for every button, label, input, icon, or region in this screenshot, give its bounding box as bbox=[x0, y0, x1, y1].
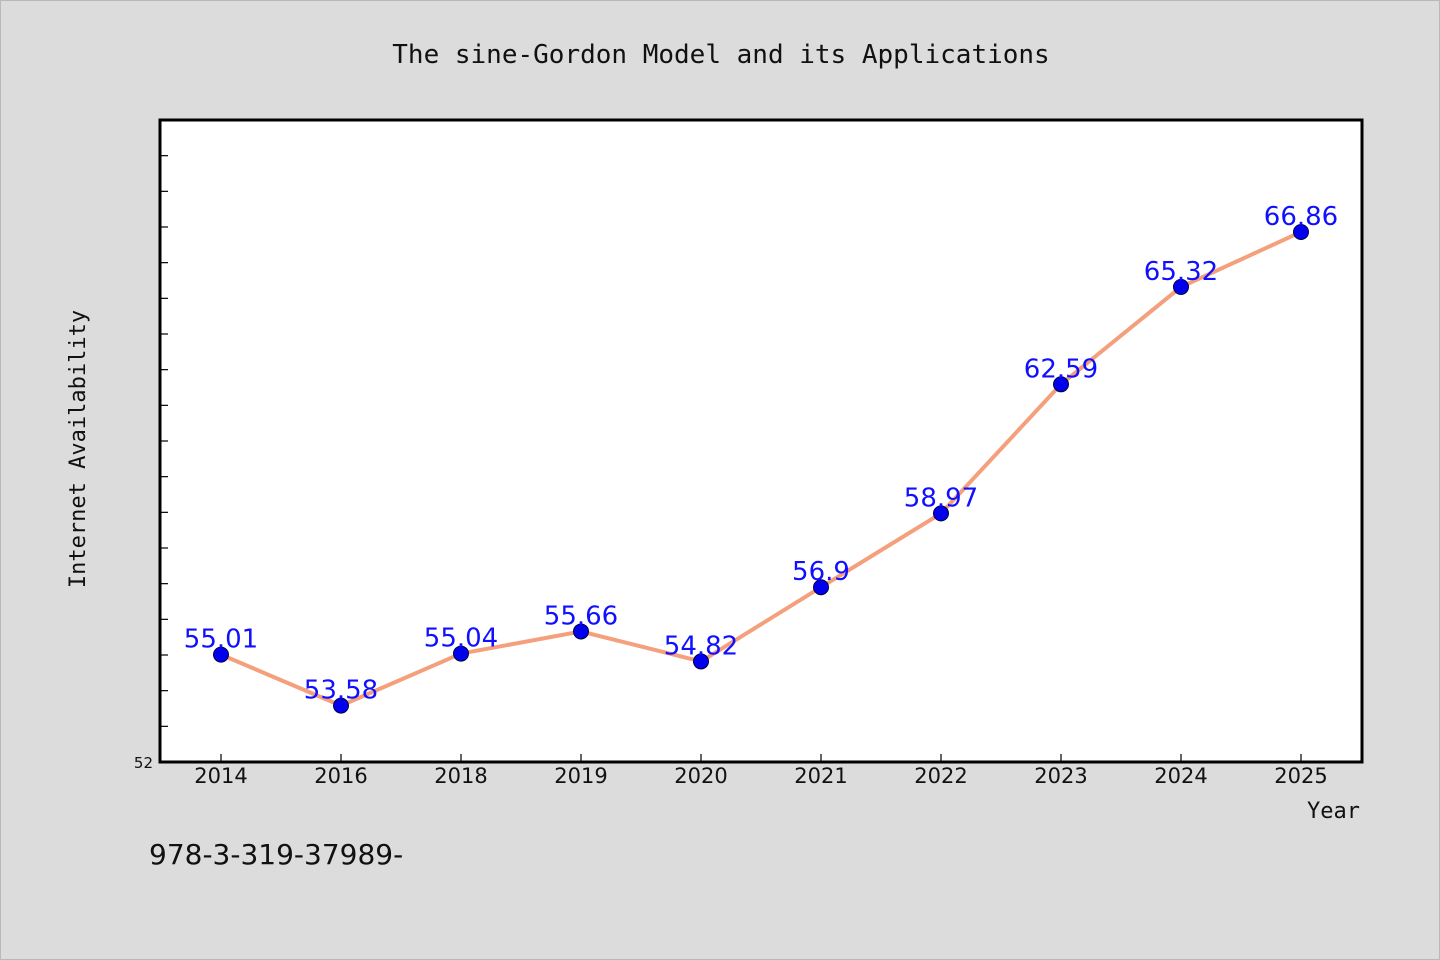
data-point bbox=[213, 646, 229, 663]
series-layer bbox=[213, 223, 1309, 714]
data-label: 54.82 bbox=[664, 631, 738, 661]
y-tick-label: 52 bbox=[134, 754, 153, 772]
footer-text: 978-3-319-37989- bbox=[149, 838, 403, 871]
x-tick-label: 2014 bbox=[194, 764, 247, 788]
x-tick-label: 2020 bbox=[674, 764, 727, 788]
data-point bbox=[1053, 376, 1069, 393]
x-tick-label: 2024 bbox=[1154, 764, 1207, 788]
data-label: 66.86 bbox=[1264, 202, 1338, 232]
x-tick-label: 2021 bbox=[794, 764, 847, 788]
plot-area bbox=[158, 118, 1364, 764]
data-point bbox=[333, 697, 349, 714]
data-point bbox=[453, 645, 469, 662]
data-label: 65.32 bbox=[1144, 257, 1218, 287]
data-label: 62.59 bbox=[1024, 354, 1098, 384]
data-label: 55.66 bbox=[544, 601, 618, 631]
data-point bbox=[933, 505, 949, 522]
x-tick-label: 2023 bbox=[1034, 764, 1087, 788]
data-point bbox=[693, 653, 709, 670]
x-axis-ticks: 2014 2016 2018 2019 2020 2021 2022 2023 2024 2025 bbox=[194, 754, 1328, 788]
data-point bbox=[1293, 223, 1309, 240]
x-tick-label: 2025 bbox=[1274, 764, 1327, 788]
data-label: 58.97 bbox=[904, 483, 978, 513]
data-label: 55.01 bbox=[184, 625, 258, 655]
chart-title: The sine-Gordon Model and its Applicatio… bbox=[392, 40, 1049, 70]
x-tick-label: 2016 bbox=[314, 764, 367, 788]
data-point bbox=[573, 623, 589, 640]
data-label: 53.58 bbox=[304, 676, 378, 706]
y-axis-label: Internet Availability bbox=[66, 310, 91, 588]
data-labels: 55.01 53.58 55.04 55.66 54.82 56.9 58.97 62.59 6… bbox=[184, 202, 1338, 706]
x-axis-label: Year bbox=[1307, 799, 1360, 824]
data-point bbox=[1173, 278, 1189, 295]
x-tick-label: 2018 bbox=[434, 764, 487, 788]
series-line bbox=[219, 229, 1303, 708]
x-tick-label: 2019 bbox=[554, 764, 607, 788]
x-tick-label: 2022 bbox=[914, 764, 967, 788]
data-label: 55.04 bbox=[424, 624, 498, 654]
data-point bbox=[813, 579, 829, 596]
y-axis-ticks bbox=[160, 155, 168, 727]
data-label: 56.9 bbox=[792, 557, 850, 587]
